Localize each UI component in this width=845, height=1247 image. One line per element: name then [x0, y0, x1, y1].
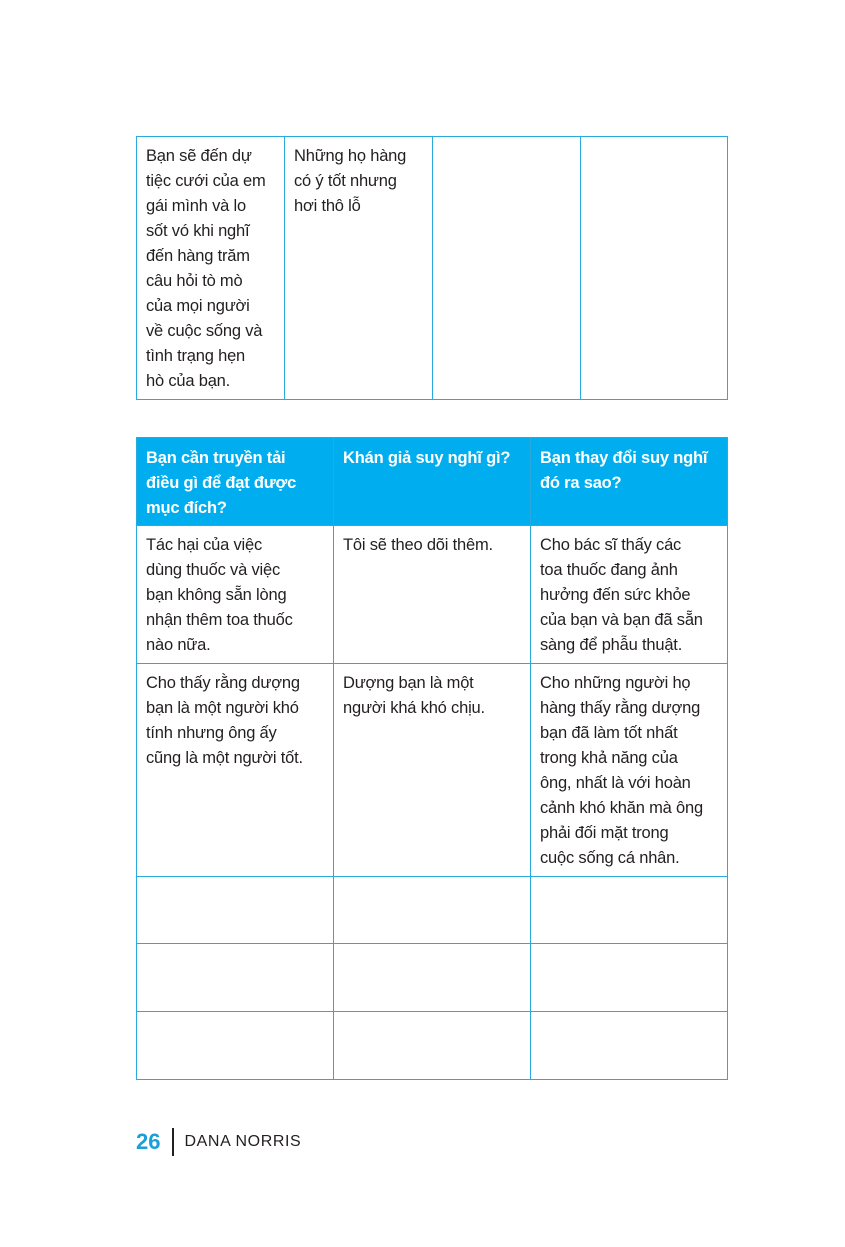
table-row: Tác hại của việc dùng thuốc và việc bạn … [136, 525, 728, 664]
table-cell [333, 943, 531, 1012]
table-row [136, 943, 728, 1012]
scenario-table: Bạn sẽ đến dự tiệc cưới của em gái mình … [136, 136, 728, 400]
table-row: Bạn sẽ đến dự tiệc cưới của em gái mình … [136, 136, 728, 400]
table-cell [333, 876, 531, 944]
page-number: 26 [136, 1129, 161, 1154]
table-cell [432, 136, 581, 400]
table-cell: Cho thấy rằng dượng bạn là một người khó… [136, 663, 334, 877]
table-cell: Những họ hàng có ý tốt nhưng hơi thô lỗ [284, 136, 433, 400]
table-cell: Bạn sẽ đến dự tiệc cưới của em gái mình … [136, 136, 285, 400]
table-cell: Tác hại của việc dùng thuốc và việc bạn … [136, 525, 334, 664]
table-cell: Cho bác sĩ thấy các toa thuốc đang ảnh h… [530, 525, 728, 664]
table-cell: Cho những người họ hàng thấy rằng dượng … [530, 663, 728, 877]
column-header: Bạn cần truyền tải điều gì để đạt được m… [136, 437, 334, 526]
table-row [136, 876, 728, 944]
table-cell [530, 1011, 728, 1080]
table-cell: Tôi sẽ theo dõi thêm. [333, 525, 531, 664]
table-row: Cho thấy rằng dượng bạn là một người khó… [136, 663, 728, 877]
table-cell: Dượng bạn là một người khá khó chịu. [333, 663, 531, 877]
table-cell [136, 1011, 334, 1080]
table-cell [136, 943, 334, 1012]
table-row [136, 1011, 728, 1080]
message-table: Bạn cần truyền tải điều gì để đạt được m… [136, 437, 728, 1080]
table-header-row: Bạn cần truyền tải điều gì để đạt được m… [136, 437, 728, 526]
author-name: DANA NORRIS [184, 1133, 302, 1150]
column-header: Bạn thay đổi suy nghĩ đó ra sao? [530, 437, 728, 526]
column-header: Khán giả suy nghĩ gì? [333, 437, 531, 526]
table-cell [530, 876, 728, 944]
table-cell [580, 136, 728, 400]
page-footer: 26 DANA NORRIS [136, 1128, 301, 1156]
table-cell [530, 943, 728, 1012]
table-cell [333, 1011, 531, 1080]
divider [172, 1128, 175, 1156]
table-cell [136, 876, 334, 944]
